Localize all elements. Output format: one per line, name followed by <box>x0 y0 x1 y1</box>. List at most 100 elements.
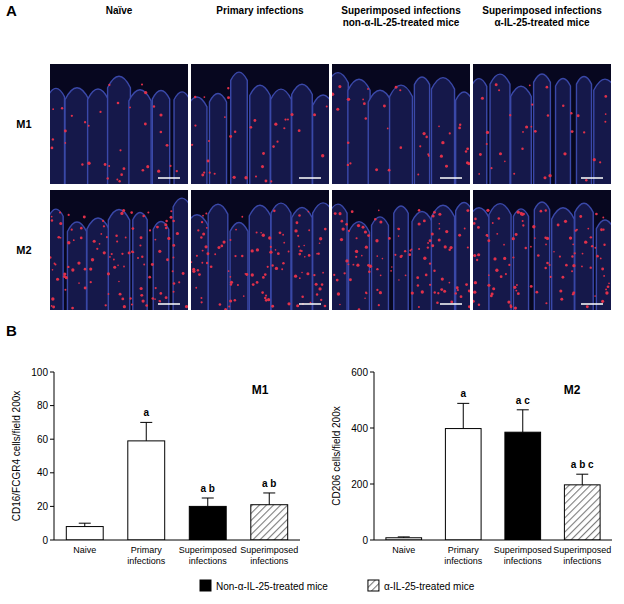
villus <box>250 85 270 184</box>
y-tick <box>50 506 54 507</box>
stain-dot <box>364 297 366 299</box>
stain-dot <box>490 167 492 169</box>
error-line <box>463 403 464 428</box>
stain-dot <box>605 291 608 294</box>
stain-dot <box>123 167 126 170</box>
micrograph <box>50 64 188 184</box>
stain-dot <box>345 223 348 226</box>
y-tick-label: 60 <box>37 434 49 445</box>
stain-dot <box>116 178 118 180</box>
stain-dot <box>99 111 101 113</box>
stain-dot <box>559 289 562 292</box>
stain-dot <box>191 261 192 263</box>
significance-label: a <box>460 388 466 399</box>
stain-dot <box>194 124 196 126</box>
stain-dot <box>479 153 482 156</box>
villus <box>249 205 270 310</box>
stain-dot <box>515 233 518 236</box>
scale-bar <box>158 303 180 305</box>
stain-dot <box>564 220 567 223</box>
stain-dot <box>486 131 489 134</box>
stain-dot <box>264 273 267 276</box>
stain-dot <box>585 179 587 181</box>
stain-dot <box>569 236 572 239</box>
stain-dot <box>78 282 80 284</box>
x-axis <box>54 540 300 541</box>
stain-dot <box>465 150 467 152</box>
villus <box>431 78 454 184</box>
y-tick-label: 600 <box>351 367 368 378</box>
error-bar <box>79 523 91 526</box>
villus <box>349 222 370 310</box>
stain-dot <box>132 227 135 230</box>
stain-dot <box>443 290 446 293</box>
stain-dot <box>158 250 161 253</box>
stain-dot <box>326 105 328 107</box>
stain-dot <box>271 305 274 308</box>
stain-dot <box>105 304 107 306</box>
stain-dot <box>441 141 444 144</box>
stain-dot <box>356 264 359 267</box>
stain-dot <box>356 251 359 254</box>
stain-dot <box>274 123 277 126</box>
x-tick-label: Naive <box>73 545 96 555</box>
stain-dot <box>87 162 90 165</box>
stain-dot <box>438 125 440 127</box>
stain-dot <box>139 244 141 246</box>
stain-dot <box>281 268 283 270</box>
stain-dot <box>63 272 66 275</box>
stain-dot <box>319 237 322 240</box>
stain-dot <box>141 255 143 257</box>
villus <box>556 79 571 184</box>
image-bg <box>50 190 188 310</box>
stain-dot <box>107 177 109 179</box>
text-line: Primary <box>131 545 162 555</box>
stain-dot <box>250 126 253 129</box>
figure: ANaïvePrimary infectionsSuperimposed inf… <box>0 0 624 604</box>
stain-dot <box>604 121 606 123</box>
stain-dot <box>262 276 265 279</box>
villus <box>489 204 511 310</box>
chart-title: M1 <box>252 383 269 397</box>
stain-dot <box>203 171 205 173</box>
stain-dot <box>602 217 604 219</box>
stain-dot <box>229 276 231 278</box>
stain-dot <box>517 292 520 295</box>
stain-dot <box>96 248 98 250</box>
stain-dot <box>172 256 174 258</box>
bar <box>66 527 103 540</box>
stain-dot <box>233 176 236 179</box>
error-line <box>84 523 85 526</box>
stain-dot <box>383 105 386 108</box>
y-tick-label: 400 <box>351 423 368 434</box>
stain-dot <box>220 245 223 248</box>
stain-dot <box>522 131 524 133</box>
stain-dot <box>419 145 421 147</box>
stain-dot <box>363 102 366 105</box>
stain-dot <box>52 269 54 271</box>
villus <box>231 72 248 184</box>
stain-dot <box>54 263 56 265</box>
scale-bar <box>581 303 603 305</box>
villus <box>271 89 292 184</box>
scale-bar <box>299 177 321 179</box>
stain-dot <box>487 239 490 242</box>
villus <box>456 92 470 184</box>
stain-dot <box>198 273 201 276</box>
stain-dot <box>450 301 453 304</box>
stain-dot <box>603 275 605 277</box>
stain-dot <box>398 228 400 230</box>
stain-dot <box>460 295 463 298</box>
stain-dot <box>140 236 143 239</box>
panel-letter: B <box>6 322 17 339</box>
stain-dot <box>241 255 244 258</box>
stain-dot <box>339 212 342 215</box>
stain-dot <box>366 292 368 294</box>
stain-dot <box>431 232 434 235</box>
scale-bar <box>440 303 462 305</box>
text-line: infections <box>250 556 289 566</box>
stain-dot <box>423 219 426 222</box>
stain-dot <box>358 308 361 310</box>
stain-dot <box>608 283 610 285</box>
stain-dot <box>579 215 582 218</box>
